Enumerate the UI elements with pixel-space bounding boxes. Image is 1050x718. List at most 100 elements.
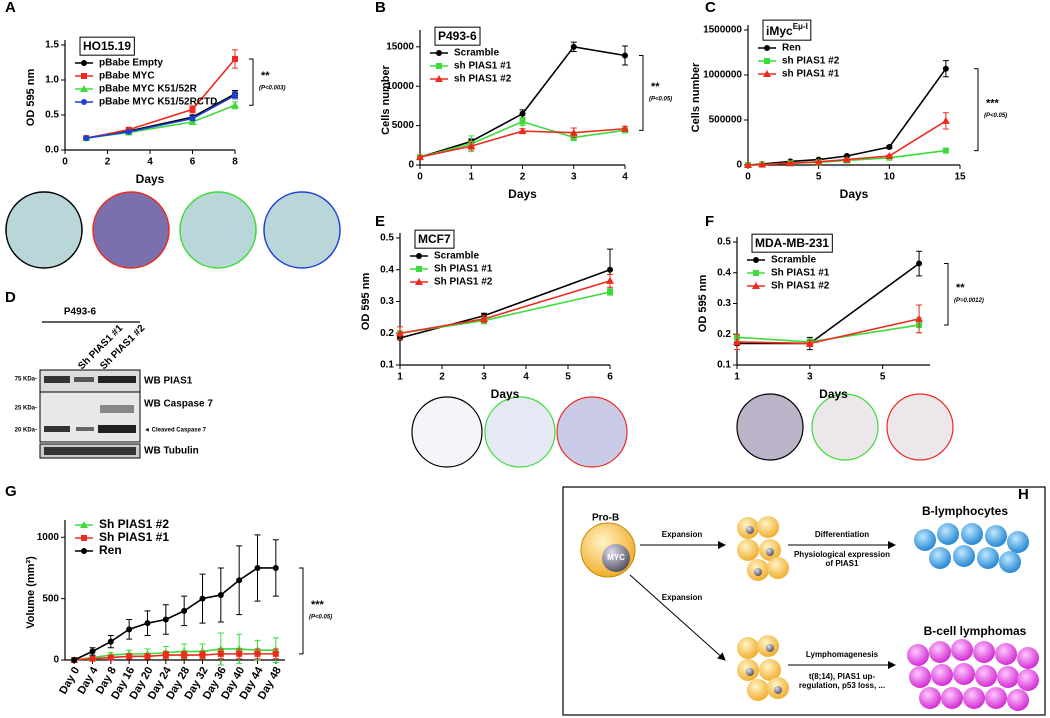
legend-marker — [763, 70, 771, 77]
chart: F 0.1 0.2 0.3 0.4 0.5 1 3 5 Days OD 595 nm MDA-MB-2… — [697, 213, 984, 401]
legend-label: Sh PIAS1 #2 — [434, 277, 493, 288]
point — [83, 135, 90, 142]
title-box — [414, 229, 455, 249]
p-value: (P<0.05) — [984, 113, 1007, 119]
significance-stars: *** — [986, 98, 1000, 110]
x-tick-label: 10 — [884, 172, 896, 183]
point — [885, 152, 894, 159]
legend-label: Sh PIAS1 #1 — [434, 264, 493, 275]
x-tick-label: 6 — [190, 157, 196, 168]
legend-marker — [416, 253, 422, 259]
significance-bracket — [944, 263, 949, 326]
chart: C 0 500000 1000000 1500000 0 5 10 15 Days Cells nu… — [690, 0, 1007, 201]
x-tick-label: 5 — [816, 172, 822, 183]
mw-marker: 20 KDa- — [15, 428, 37, 434]
point — [480, 314, 488, 322]
title-box — [762, 19, 812, 41]
legend-label: sh PIAS1 #1 — [782, 69, 840, 80]
process-label: Lymphomagenesis — [806, 650, 879, 659]
point — [236, 577, 243, 584]
x-axis-label: Days — [840, 187, 869, 201]
legend-label: pBabe Empty — [99, 58, 163, 69]
p-value: (P<0.05) — [309, 614, 332, 620]
point — [786, 159, 795, 167]
x-tick-label: 3 — [481, 372, 487, 383]
x-tick-label: 4 — [523, 372, 529, 383]
point — [941, 116, 950, 124]
y-tick-label: 0.1 — [717, 360, 731, 371]
title-text: MDA-MB-231 — [755, 236, 829, 250]
y-tick-label: 1000 — [37, 532, 60, 543]
colony-images — [5, 191, 954, 468]
cell-cluster — [907, 639, 1039, 711]
x-tick-label: 1 — [397, 372, 403, 383]
point — [606, 276, 614, 284]
step-label: Expansion — [662, 530, 703, 539]
x-tick-label: 4 — [622, 172, 628, 183]
significance-stars: *** — [311, 599, 325, 611]
legend-label: Sh PIAS1 #1 — [99, 530, 169, 544]
series-line — [74, 648, 276, 661]
legend-marker — [436, 63, 442, 69]
point — [733, 337, 741, 345]
legend-label: sh PIAS1 #2 — [454, 74, 512, 85]
y-tick-label: 0.3 — [717, 298, 731, 309]
y-axis-label: Cells number — [380, 64, 392, 134]
title-box — [751, 233, 833, 253]
panel-label: G — [5, 483, 17, 500]
y-tick-label: 0.2 — [380, 328, 394, 339]
y-tick-label: 0 — [53, 655, 59, 666]
legend-marker — [81, 99, 87, 105]
significance-bracket — [974, 68, 979, 152]
point — [607, 266, 613, 273]
x-tick-label: 0 — [417, 172, 423, 183]
point — [232, 56, 238, 62]
panel-label: A — [5, 0, 16, 16]
point — [107, 638, 114, 645]
point — [622, 52, 628, 59]
point — [519, 110, 526, 117]
y-tick-label: 15000 — [386, 41, 414, 52]
panel-label: H — [1018, 486, 1029, 503]
y-tick-label: 0.4 — [380, 264, 394, 275]
significance-bracket — [639, 54, 644, 131]
title-text: P493-6 — [438, 29, 477, 43]
point — [236, 650, 243, 657]
point — [916, 260, 923, 267]
x-tick-label: 5 — [880, 372, 886, 383]
series-line — [86, 58, 236, 139]
legend-marker — [753, 270, 759, 276]
detail-text: Physiological expression of PIAS1 — [793, 550, 891, 568]
cell-cluster — [737, 635, 789, 701]
detail: t(8;14), PIAS1 up-regulation, p53 loss, … — [799, 672, 885, 690]
legend-marker — [415, 278, 423, 285]
point — [621, 124, 629, 132]
title-superscript: Eμ-I — [793, 22, 808, 31]
y-tick-label: 0.0 — [45, 145, 59, 156]
y-tick-label: 0.3 — [380, 296, 394, 307]
point — [570, 43, 577, 50]
gene-label: MYC — [607, 553, 625, 562]
title-text: HO15.19 — [83, 39, 131, 53]
point — [272, 564, 279, 571]
significance-stars: ** — [651, 81, 660, 93]
point — [144, 620, 151, 627]
x-tick-label: 5 — [565, 372, 571, 383]
point — [942, 147, 949, 154]
x-tick-label: 2 — [520, 172, 526, 183]
legend-label: Sh PIAS1 #1 — [771, 268, 830, 279]
significance-bracket — [249, 58, 254, 106]
axis — [747, 25, 960, 166]
significance-stars: ** — [956, 282, 965, 294]
mw-marker: 75 KDa- — [15, 377, 37, 383]
chart-title: HO15.19 — [83, 39, 131, 53]
point — [126, 653, 133, 660]
point — [162, 616, 169, 623]
legend-label: sh PIAS1 #1 — [454, 61, 512, 72]
point — [217, 650, 224, 657]
y-axis-label: OD 595 nm — [360, 273, 372, 331]
x-axis-label: Days — [136, 172, 165, 186]
y-tick-label: 500000 — [709, 115, 743, 126]
x-axis-label: Days — [508, 187, 537, 201]
panel-label: B — [375, 0, 386, 16]
